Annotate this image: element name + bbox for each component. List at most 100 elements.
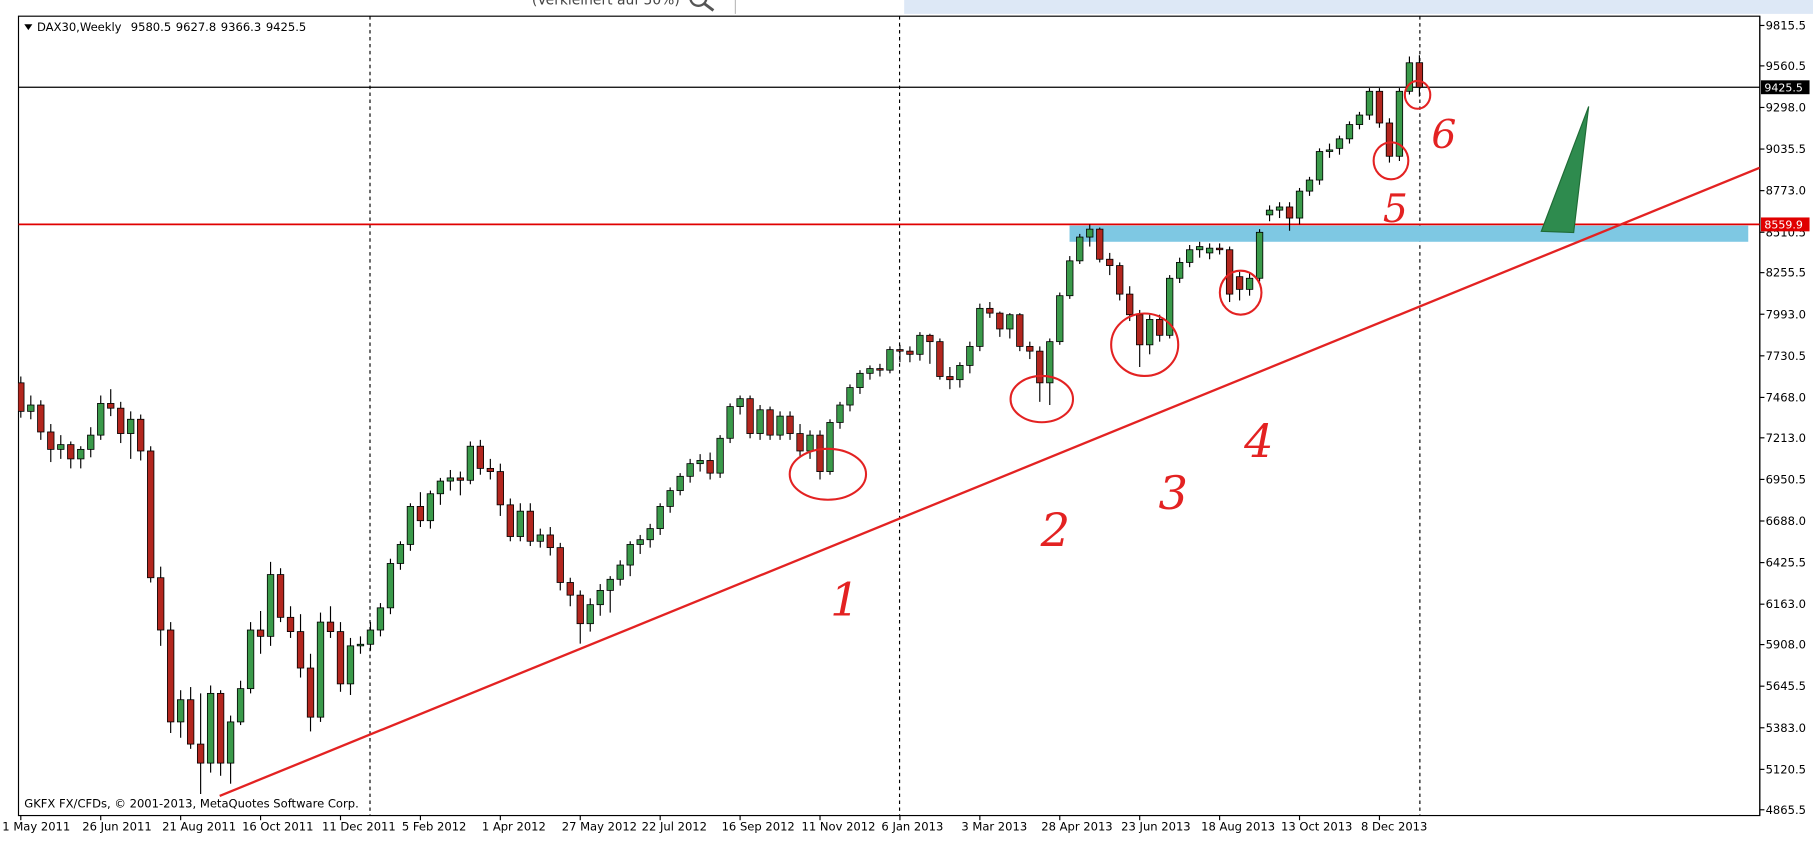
- candle-body: [1146, 319, 1154, 346]
- candle-body: [1385, 122, 1394, 157]
- toolbar-highlight: [904, 0, 1813, 14]
- y-tick-label: 8773.0: [1766, 184, 1806, 198]
- candle-body: [846, 387, 854, 406]
- candle-body: [926, 334, 934, 343]
- candle-body: [636, 539, 644, 545]
- candle-body: [946, 376, 954, 381]
- header-open: 9580.5: [131, 20, 171, 34]
- y-tick-label: 5383.0: [1766, 721, 1806, 735]
- axis-layer: 9815.59560.59298.09035.58773.08510.58255…: [2, 19, 1810, 834]
- x-tick-label: 1 Apr 2012: [482, 820, 546, 834]
- candle-body: [656, 506, 664, 530]
- candle-body: [1315, 151, 1324, 181]
- candle-body: [486, 467, 494, 472]
- x-tick-label: 22 Jul 2012: [642, 820, 707, 834]
- candle-body: [626, 544, 634, 566]
- candle-body: [596, 589, 604, 606]
- y-tick-label: 7993.0: [1766, 307, 1806, 321]
- footer-note: GKFX FX/CFDs, © 2001-2013, MetaQuotes So…: [24, 796, 358, 810]
- x-tick-label: 5 Feb 2012: [402, 820, 467, 834]
- level-price-box: [1760, 217, 1810, 232]
- candle-body: [107, 403, 115, 409]
- circle-mark: [1218, 269, 1263, 316]
- last-price-label: 9425.5: [1764, 81, 1802, 94]
- candle-body: [1176, 262, 1184, 279]
- candle-body: [1136, 314, 1144, 346]
- candle-body: [1265, 209, 1274, 216]
- candle-body: [976, 307, 984, 347]
- candle-body: [196, 743, 205, 764]
- candle-body: [446, 477, 455, 482]
- candles: [18, 55, 1424, 795]
- candle-body: [1056, 295, 1064, 343]
- candle-body: [506, 504, 514, 537]
- candle-body: [246, 629, 255, 690]
- drawings: 1 2 3 4 5 6: [219, 79, 1760, 797]
- candle-body: [826, 422, 834, 472]
- candle-body: [866, 368, 874, 374]
- candle-body: [1086, 228, 1094, 238]
- candle-body: [416, 506, 425, 522]
- annotation: 4: [1243, 414, 1273, 468]
- candle-body: [346, 645, 355, 685]
- y-tick-label: 9560.5: [1766, 59, 1806, 73]
- y-tick-label: 5120.5: [1766, 762, 1806, 776]
- x-tick-label: 13 Oct 2013: [1281, 820, 1352, 834]
- candle-body: [286, 616, 295, 633]
- candle-body: [177, 699, 185, 723]
- candle-body: [966, 345, 974, 366]
- candle-body: [356, 643, 365, 647]
- chart-title: DAX30,Weekly: [37, 20, 122, 34]
- candle-body: [67, 444, 75, 460]
- menu-triangle[interactable]: [24, 24, 33, 31]
- candle-body: [1335, 138, 1344, 149]
- x-tick-label: 27 May 2012: [562, 820, 637, 834]
- candle-body: [236, 688, 245, 723]
- candle-body: [1325, 149, 1334, 152]
- x-tick-label: 16 Sep 2012: [722, 820, 795, 834]
- candle-body: [296, 631, 305, 669]
- y-tick-label: 7730.5: [1766, 349, 1806, 363]
- candle-body: [676, 475, 684, 491]
- candle-body: [266, 574, 275, 637]
- candle-body: [1405, 62, 1414, 92]
- candle-body: [1365, 90, 1374, 116]
- candle-body: [117, 407, 125, 434]
- candle-body: [1375, 90, 1384, 124]
- candle-body: [766, 409, 774, 436]
- candle-body: [386, 563, 395, 609]
- candle-body: [896, 349, 904, 352]
- candle-body: [326, 621, 335, 633]
- candle-body: [256, 629, 265, 637]
- candle-body: [576, 594, 584, 625]
- magnifier-icon[interactable]: [689, 0, 715, 12]
- y-tick-label: 7213.0: [1766, 431, 1806, 445]
- circle-mark: [1009, 374, 1075, 424]
- candle-body: [1186, 249, 1194, 263]
- candle-body: [396, 544, 405, 564]
- candle-body: [1245, 277, 1254, 290]
- candle-body: [856, 372, 864, 388]
- x-tick-label: 6 Jan 2013: [881, 820, 943, 834]
- candle-body: [646, 528, 654, 541]
- candle-body: [696, 460, 704, 465]
- candle-body: [956, 365, 964, 381]
- candle-body: [1395, 90, 1404, 157]
- x-tick-label: 16 Oct 2011: [242, 820, 313, 834]
- candle-body: [1355, 114, 1364, 125]
- trend-line: [219, 166, 1760, 797]
- candle-body: [406, 506, 415, 545]
- candle-body: [226, 721, 235, 764]
- candle-body: [836, 404, 844, 423]
- candle-body: [87, 434, 95, 450]
- candle-body: [556, 547, 564, 583]
- header-high: 9627.8: [176, 20, 216, 34]
- candle-body: [1076, 236, 1084, 262]
- candle-body: [706, 460, 714, 474]
- x-tick-label: 11 Nov 2012: [802, 820, 876, 834]
- candle-body: [216, 692, 225, 764]
- candle-body: [1215, 247, 1224, 251]
- candle-body: [1006, 314, 1014, 330]
- candle-body: [666, 490, 674, 507]
